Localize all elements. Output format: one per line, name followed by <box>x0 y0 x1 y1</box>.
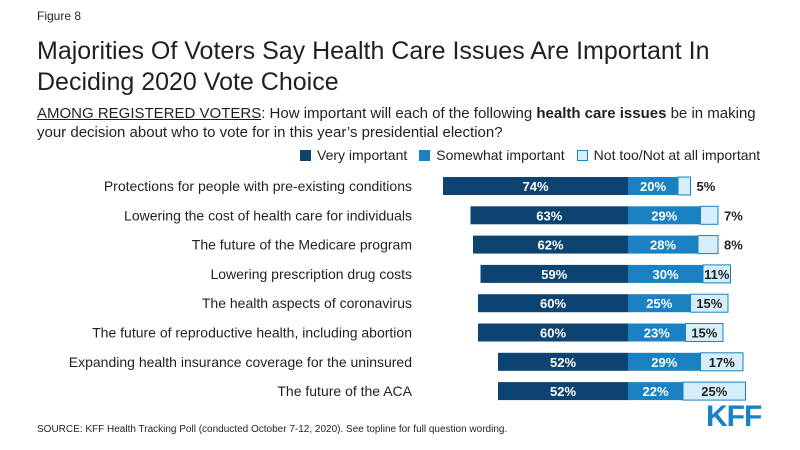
chart-title: Majorities Of Voters Say Health Care Iss… <box>37 37 710 96</box>
data-label-not: 25% <box>701 384 727 399</box>
chart-legend: Very important Somewhat important Not to… <box>300 146 772 164</box>
legend-swatch-not <box>576 149 588 161</box>
subtitle-prefix: AMONG REGISTERED VOTERS <box>37 105 262 122</box>
data-label-somewhat: 28% <box>650 238 676 253</box>
legend-item-somewhat: Somewhat important <box>419 147 565 163</box>
source-note: SOURCE: KFF Health Tracking Poll (conduc… <box>37 424 508 435</box>
bar-segment-somewhat <box>628 264 703 283</box>
data-label-very: 60% <box>540 296 566 311</box>
bar-segment-very <box>480 264 628 283</box>
legend-label-not: Not too/Not at all important <box>593 147 761 163</box>
data-label-not: 11% <box>704 267 730 282</box>
data-label-very: 60% <box>540 326 566 341</box>
data-label-somewhat: 29% <box>651 355 677 370</box>
category-label: Lowering the cost of health care for ind… <box>124 207 412 223</box>
bar-segment-not <box>697 235 719 255</box>
category-label: Lowering prescription drug costs <box>210 266 412 282</box>
bar-segment-not <box>702 264 731 284</box>
data-label-somewhat: 22% <box>642 384 668 399</box>
data-label-not: 15% <box>696 296 722 311</box>
bar-segment-somewhat <box>628 352 701 371</box>
bar-segment-somewhat <box>628 177 678 195</box>
subtitle-text-2: be in making your decision about who to … <box>37 105 756 141</box>
category-label: The future of reproductive health, inclu… <box>92 325 412 341</box>
bar-segment-very <box>470 206 628 225</box>
legend-item-not: Not too/Not at all important <box>576 147 761 163</box>
subtitle-bold: health care issues <box>536 105 667 122</box>
bar-segment-somewhat <box>628 294 691 313</box>
bar-segment-somewhat <box>628 206 701 225</box>
kff-logo: KFF <box>706 400 762 433</box>
data-label-not: 5% <box>697 179 716 194</box>
bar-segment-very <box>473 235 628 254</box>
data-label-somewhat: 25% <box>646 296 672 311</box>
bar-segment-very <box>498 352 628 371</box>
data-label-not: 8% <box>724 238 743 253</box>
data-label-somewhat: 23% <box>644 326 670 341</box>
data-label-very: 63% <box>536 208 562 223</box>
category-label: The future of the ACA <box>277 383 412 399</box>
bar-segment-not <box>700 352 744 372</box>
bar-segment-somewhat <box>628 235 698 254</box>
legend-item-very: Very important <box>300 147 407 163</box>
legend-swatch-very <box>300 149 311 161</box>
data-label-very: 74% <box>522 179 548 194</box>
data-label-very: 52% <box>550 384 576 399</box>
data-label-somewhat: 29% <box>651 208 677 223</box>
data-label-not: 17% <box>709 355 735 370</box>
bar-segment-somewhat <box>628 323 686 342</box>
category-label: Protections for people with pre-existing… <box>104 178 412 194</box>
figure-label: Figure 8 <box>37 9 82 23</box>
bar-segment-not <box>690 293 729 313</box>
bar-segment-somewhat <box>628 382 683 401</box>
category-label: Expanding health insurance coverage for … <box>69 354 412 370</box>
category-label: The future of the Medicare program <box>192 237 412 253</box>
legend-label-very: Very important <box>317 147 408 163</box>
data-label-very: 52% <box>550 355 576 370</box>
bar-segment-very <box>478 323 628 342</box>
data-label-very: 59% <box>541 267 567 282</box>
category-label: The health aspects of coronavirus <box>202 295 412 311</box>
bar-segment-very <box>443 177 628 195</box>
chart-subtitle: AMONG REGISTERED VOTERS: How important w… <box>37 104 777 142</box>
bar-segment-not <box>700 205 719 225</box>
bar-segment-very <box>478 294 628 313</box>
bar-segment-not <box>685 323 724 342</box>
bar-segment-very <box>498 382 628 401</box>
data-label-very: 62% <box>537 238 563 253</box>
legend-swatch-somewhat <box>419 149 431 161</box>
bar-segment-not <box>677 176 691 196</box>
legend-label-somewhat: Somewhat important <box>436 147 565 163</box>
data-label-not: 7% <box>724 208 743 223</box>
subtitle-text-1: : How important will each of the followi… <box>261 105 537 122</box>
data-label-not: 15% <box>691 326 717 341</box>
data-label-somewhat: 20% <box>640 179 666 194</box>
bar-segment-not <box>682 381 746 401</box>
data-label-somewhat: 30% <box>652 267 678 282</box>
